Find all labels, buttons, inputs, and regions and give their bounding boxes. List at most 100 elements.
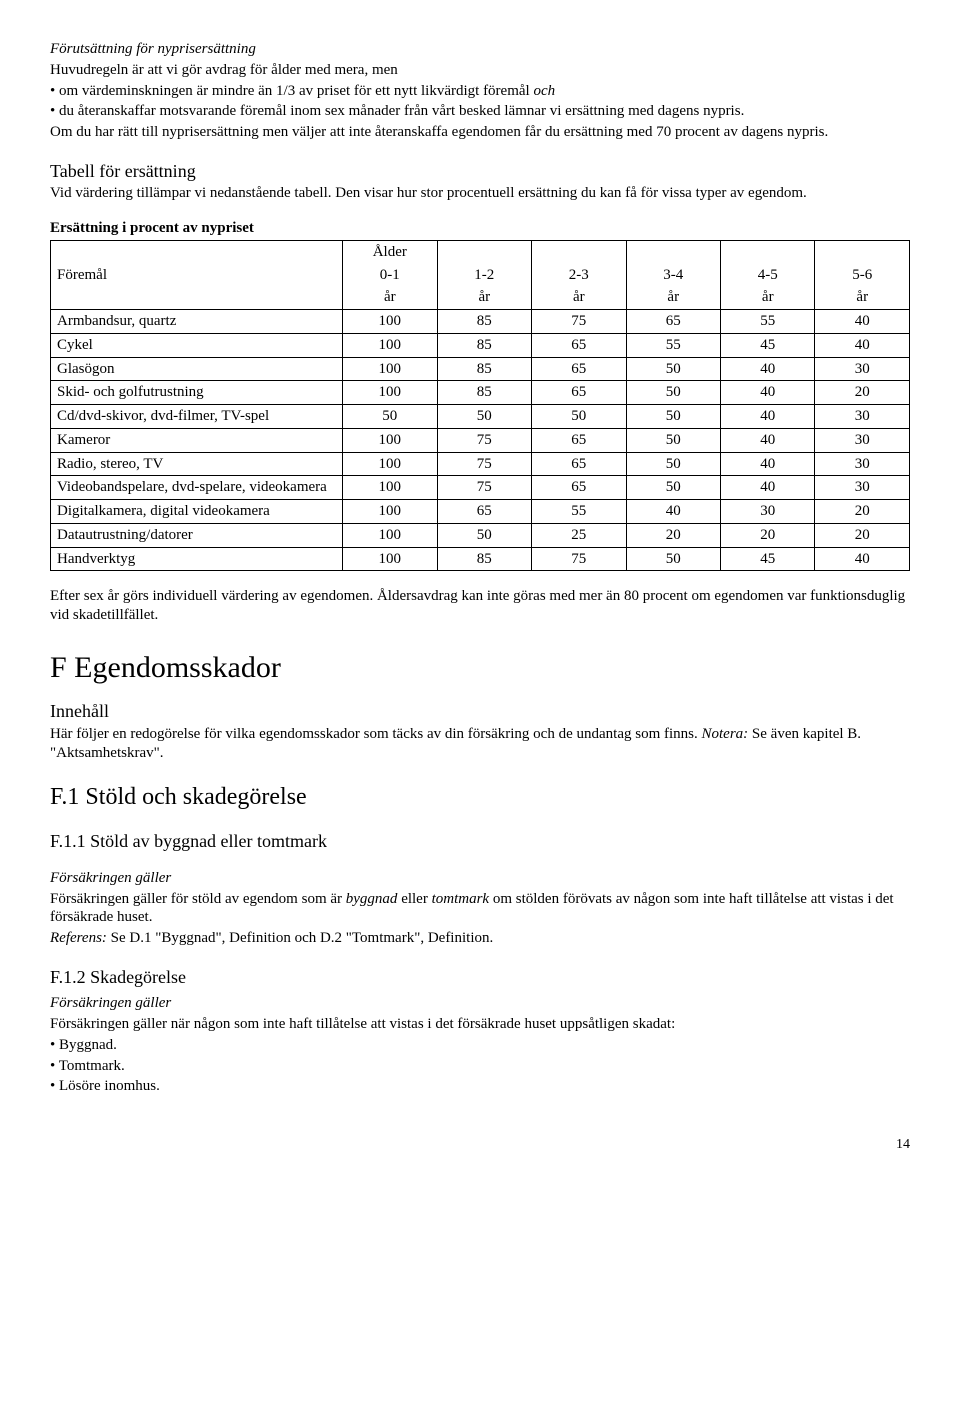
row-name: Cd/dvd-skivor, dvd-filmer, TV-spel (51, 405, 343, 429)
table-row: Armbandsur, quartz1008575655540 (51, 310, 910, 334)
F12-b2: • Tomtmark. (50, 1057, 910, 1076)
table-row: Radio, stereo, TV1007565504030 (51, 452, 910, 476)
table-body: Armbandsur, quartz1008575655540Cykel1008… (51, 310, 910, 571)
row-value: 100 (343, 523, 437, 547)
row-value: 20 (815, 500, 910, 524)
row-value: 20 (815, 381, 910, 405)
s1-bullet1: • om värdeminskningen är mindre än 1/3 a… (50, 82, 910, 101)
F11-h: Försäkringen gäller (50, 869, 910, 888)
row-value: 100 (343, 476, 437, 500)
s1-title: Förutsättning för nyprisersättning (50, 40, 910, 59)
row-value: 50 (626, 405, 720, 429)
row-value: 20 (626, 523, 720, 547)
s1-line2: Om du har rätt till nyprisersättning men… (50, 123, 910, 142)
compensation-table: Ålder Föremål 0-1 1-2 2-3 3-4 4-5 5-6 år… (50, 240, 910, 572)
row-value: 40 (815, 310, 910, 334)
row-value: 20 (815, 523, 910, 547)
F11-l1d: tomtmark (432, 891, 490, 907)
F11-l1a: Försäkringen gäller för stöld av egendom… (50, 891, 346, 907)
row-value: 50 (437, 405, 531, 429)
row-value: 85 (437, 381, 531, 405)
table-row: Cykel1008565554540 (51, 333, 910, 357)
row-value: 100 (343, 310, 437, 334)
row-value: 45 (721, 333, 815, 357)
row-value: 50 (532, 405, 626, 429)
row-name: Glasögon (51, 357, 343, 381)
row-value: 40 (721, 405, 815, 429)
th-blank2 (51, 286, 343, 309)
row-value: 50 (626, 381, 720, 405)
F12-l1: Försäkringen gäller när någon som inte h… (50, 1015, 910, 1034)
row-value: 75 (437, 428, 531, 452)
th-blank (51, 240, 343, 263)
row-value: 30 (815, 476, 910, 500)
th-empty (626, 240, 720, 263)
th-unit: år (626, 286, 720, 309)
row-name: Armbandsur, quartz (51, 310, 343, 334)
row-value: 40 (721, 381, 815, 405)
row-value: 50 (626, 357, 720, 381)
F12-title: F.1.2 Skadegörelse (50, 966, 910, 989)
th-unit: år (437, 286, 531, 309)
s1-line1: Huvudregeln är att vi gör avdrag för åld… (50, 61, 910, 80)
th-unit: år (343, 286, 437, 309)
row-value: 40 (721, 452, 815, 476)
table-header-row1: Ålder (51, 240, 910, 263)
row-value: 40 (626, 500, 720, 524)
page-number: 14 (50, 1136, 910, 1154)
row-value: 20 (721, 523, 815, 547)
row-value: 65 (437, 500, 531, 524)
F-intro-1: Här följer en redogörelse för vilka egen… (50, 726, 702, 742)
row-name: Digitalkamera, digital videokamera (51, 500, 343, 524)
row-value: 50 (626, 452, 720, 476)
F11-ref-a: Referens: (50, 930, 107, 946)
row-value: 45 (721, 547, 815, 571)
row-value: 30 (721, 500, 815, 524)
table-row: Videobandspelare, dvd-spelare, videokame… (51, 476, 910, 500)
row-value: 85 (437, 357, 531, 381)
th-empty (532, 240, 626, 263)
F12-b3: • Lösöre inomhus. (50, 1077, 910, 1096)
F12-b1: • Byggnad. (50, 1036, 910, 1055)
row-value: 40 (815, 333, 910, 357)
row-value: 40 (721, 357, 815, 381)
row-value: 85 (437, 547, 531, 571)
s3-line1: Efter sex år görs individuell värdering … (50, 587, 910, 625)
table-row: Kameror1007565504030 (51, 428, 910, 452)
row-value: 65 (532, 428, 626, 452)
F1-title: F.1 Stöld och skadegörelse (50, 782, 910, 812)
th-c4: 3-4 (626, 264, 720, 287)
th-unit: år (815, 286, 910, 309)
th-unit: år (721, 286, 815, 309)
table-caption: Ersättning i procent av nypriset (50, 219, 910, 238)
row-name: Kameror (51, 428, 343, 452)
F11-title: F.1.1 Stöld av byggnad eller tomtmark (50, 830, 910, 853)
row-value: 100 (343, 547, 437, 571)
table-row: Glasögon1008565504030 (51, 357, 910, 381)
row-value: 30 (815, 405, 910, 429)
th-item: Föremål (51, 264, 343, 287)
table-row: Skid- och golfutrustning1008565504020 (51, 381, 910, 405)
row-value: 75 (437, 476, 531, 500)
row-value: 50 (626, 476, 720, 500)
F11-ref: Referens: Se D.1 "Byggnad", Definition o… (50, 929, 910, 948)
row-value: 50 (626, 547, 720, 571)
row-value: 50 (626, 428, 720, 452)
row-value: 30 (815, 428, 910, 452)
th-unit: år (532, 286, 626, 309)
row-value: 75 (437, 452, 531, 476)
F11-l1b: byggnad (346, 891, 398, 907)
row-value: 55 (626, 333, 720, 357)
row-name: Videobandspelare, dvd-spelare, videokame… (51, 476, 343, 500)
row-value: 85 (437, 310, 531, 334)
row-value: 30 (815, 357, 910, 381)
F-intro-text: Här följer en redogörelse för vilka egen… (50, 725, 910, 763)
row-value: 50 (343, 405, 437, 429)
th-c6: 5-6 (815, 264, 910, 287)
row-name: Radio, stereo, TV (51, 452, 343, 476)
th-empty (437, 240, 531, 263)
th-empty (815, 240, 910, 263)
F11-line1: Försäkringen gäller för stöld av egendom… (50, 890, 910, 928)
F11-l1c: eller (397, 891, 431, 907)
row-value: 85 (437, 333, 531, 357)
